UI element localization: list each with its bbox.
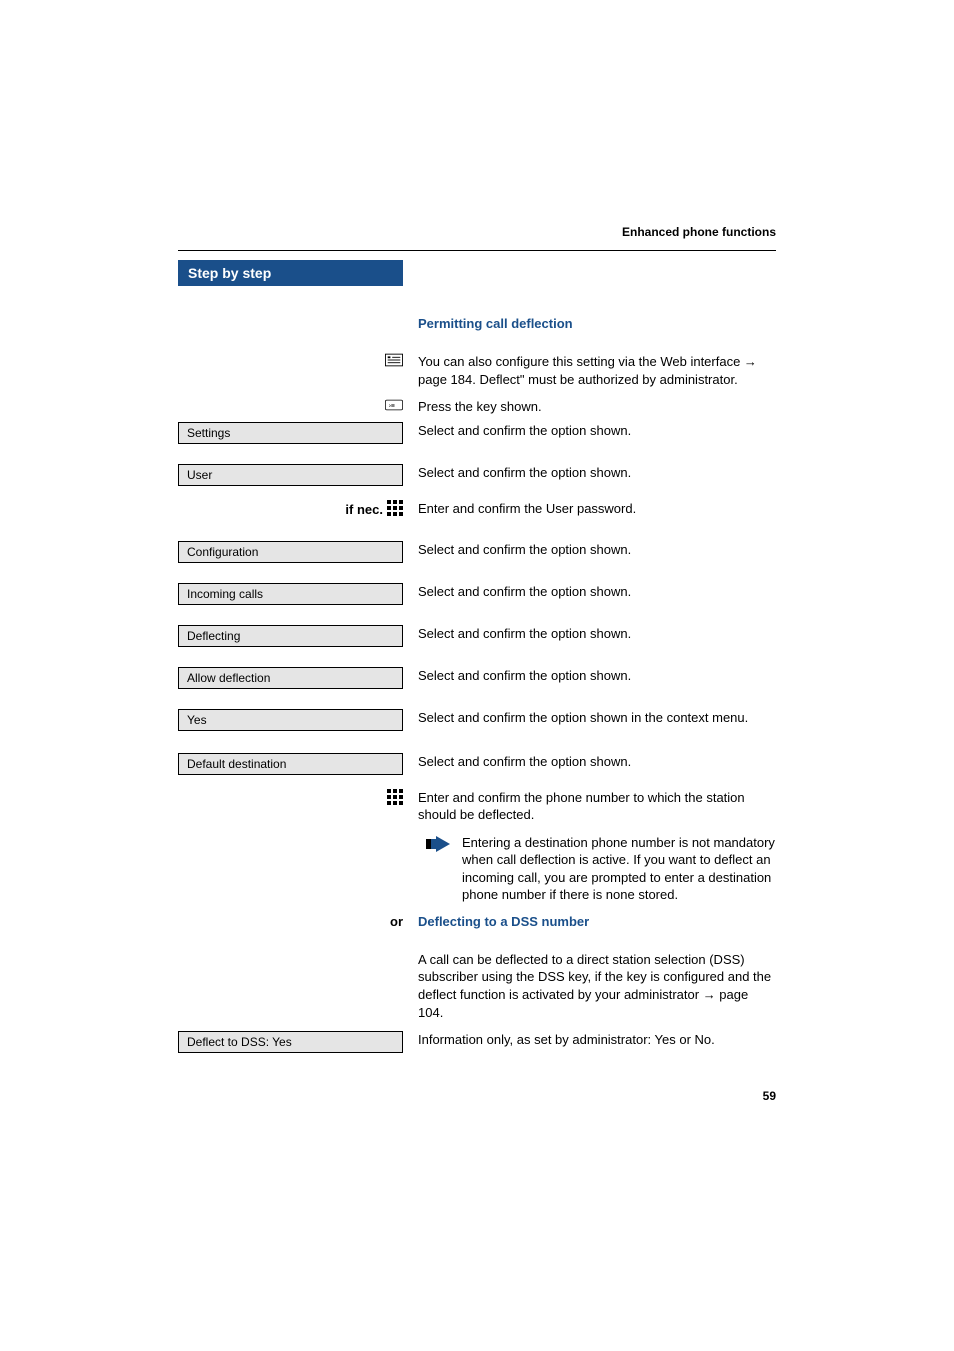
section-subtitle: Permitting call deflection	[418, 316, 776, 331]
step-right: You can also configure this setting via …	[403, 353, 776, 388]
note-text: Entering a destination phone number is n…	[452, 834, 776, 904]
svg-text:›≡: ›≡	[389, 402, 395, 409]
header-rule	[178, 250, 776, 251]
step-right: Information only, as set by administrato…	[403, 1031, 776, 1049]
step-description: Select and confirm the option shown.	[418, 583, 776, 601]
step-right: Select and confirm the option shown.	[403, 541, 776, 559]
step-right: Select and confirm the option shown in t…	[403, 709, 776, 727]
step-row: Configuration Select and confirm the opti…	[178, 541, 776, 563]
step-right: Select and confirm the option shown.	[403, 422, 776, 440]
step-description: Select and confirm the option shown in t…	[418, 709, 776, 727]
step-left: Settings	[178, 422, 403, 444]
menu-option-box: Deflect to DSS: Yes	[178, 1031, 403, 1053]
keypad-icon	[387, 500, 403, 516]
step-row: User Select and confirm the option shown.	[178, 464, 776, 486]
menu-option-box: Allow deflection	[178, 667, 403, 689]
step-description: Enter and confirm the phone number to wh…	[418, 789, 776, 824]
document-page: Enhanced phone functions Step by step Pe…	[0, 0, 954, 1153]
step-left: Deflecting	[178, 625, 403, 647]
step-row: Permitting call deflection	[178, 316, 776, 341]
step-right: Deflecting to a DSS number	[403, 914, 776, 939]
step-left: or	[178, 914, 403, 929]
step-left: Yes	[178, 709, 403, 731]
step-left	[178, 789, 403, 805]
step-left: User	[178, 464, 403, 486]
step-row: Yes Select and confirm the option shown i…	[178, 709, 776, 731]
step-right: Enter and confirm the phone number to wh…	[403, 789, 776, 824]
step-description: A call can be deflected to a direct stat…	[418, 951, 776, 1021]
step-row: A call can be deflected to a direct stat…	[178, 951, 776, 1021]
header-section-title: Enhanced phone functions	[622, 225, 776, 239]
step-row: You can also configure this setting via …	[178, 353, 776, 388]
step-row: Deflecting Select and confirm the option …	[178, 625, 776, 647]
or-label: or	[178, 914, 403, 929]
menu-option-box: Incoming calls	[178, 583, 403, 605]
step-left: Default destination	[178, 753, 403, 775]
step-by-step-header: Step by step	[178, 260, 403, 286]
step-right: Press the key shown.	[403, 398, 776, 416]
step-row: ›≡ Press the key shown.	[178, 398, 776, 416]
web-interface-icon	[385, 353, 403, 367]
step-description: Select and confirm the option shown.	[418, 753, 776, 771]
step-row: Settings Select and confirm the option sh…	[178, 422, 776, 444]
menu-option-box: Deflecting	[178, 625, 403, 647]
step-row: if nec. Enter and confirm the User passwo…	[178, 500, 776, 519]
step-left	[178, 353, 403, 367]
step-description: Press the key shown.	[418, 398, 776, 416]
step-row: or Deflecting to a DSS number	[178, 914, 776, 939]
step-row: Incoming calls Select and confirm the opt…	[178, 583, 776, 605]
step-right: Enter and confirm the User password.	[403, 500, 776, 518]
key-icon: ›≡	[385, 398, 403, 412]
step-right: Select and confirm the option shown.	[403, 625, 776, 643]
menu-option-box: Settings	[178, 422, 403, 444]
menu-option-box: Configuration	[178, 541, 403, 563]
menu-option-box: User	[178, 464, 403, 486]
step-description: Select and confirm the option shown.	[418, 667, 776, 685]
menu-option-box: Yes	[178, 709, 403, 731]
step-right: Select and confirm the option shown.	[403, 667, 776, 685]
step-right: Permitting call deflection	[403, 316, 776, 341]
step-left: Allow deflection	[178, 667, 403, 689]
step-row: Entering a destination phone number is n…	[178, 832, 776, 904]
content-area: Step by step	[178, 260, 776, 286]
step-left: if nec.	[178, 500, 403, 519]
step-description: Select and confirm the option shown.	[418, 541, 776, 559]
step-right: A call can be deflected to a direct stat…	[403, 951, 776, 1021]
if-nec-label: if nec.	[345, 500, 403, 519]
step-row: Deflect to DSS: Yes Information only, as …	[178, 1031, 776, 1053]
step-left: Incoming calls	[178, 583, 403, 605]
step-row: Allow deflection Select and confirm the o…	[178, 667, 776, 689]
step-description: Select and confirm the option shown.	[418, 625, 776, 643]
step-left: Deflect to DSS: Yes	[178, 1031, 403, 1053]
step-description: Enter and confirm the User password.	[418, 500, 776, 518]
step-right: Select and confirm the option shown.	[403, 583, 776, 601]
step-row: Default destination Select and confirm th…	[178, 753, 776, 775]
if-nec-text: if nec.	[345, 502, 383, 517]
keypad-icon	[387, 789, 403, 805]
menu-option-box: Default destination	[178, 753, 403, 775]
page-number: 59	[763, 1089, 776, 1103]
step-right: Entering a destination phone number is n…	[403, 832, 776, 904]
step-description: You can also configure this setting via …	[418, 353, 776, 388]
note-arrow-icon	[426, 836, 452, 852]
section-subtitle: Deflecting to a DSS number	[418, 914, 776, 929]
step-row: Enter and confirm the phone number to wh…	[178, 789, 776, 824]
step-description: Information only, as set by administrato…	[418, 1031, 776, 1049]
step-right: Select and confirm the option shown.	[403, 753, 776, 771]
note-box: Entering a destination phone number is n…	[418, 834, 776, 904]
step-left: Configuration	[178, 541, 403, 563]
rows-container: Permitting call deflection You can also c…	[178, 316, 776, 1053]
step-left: ›≡	[178, 398, 403, 412]
step-description: Select and confirm the option shown.	[418, 422, 776, 440]
step-right: Select and confirm the option shown.	[403, 464, 776, 482]
step-description: Select and confirm the option shown.	[418, 464, 776, 482]
